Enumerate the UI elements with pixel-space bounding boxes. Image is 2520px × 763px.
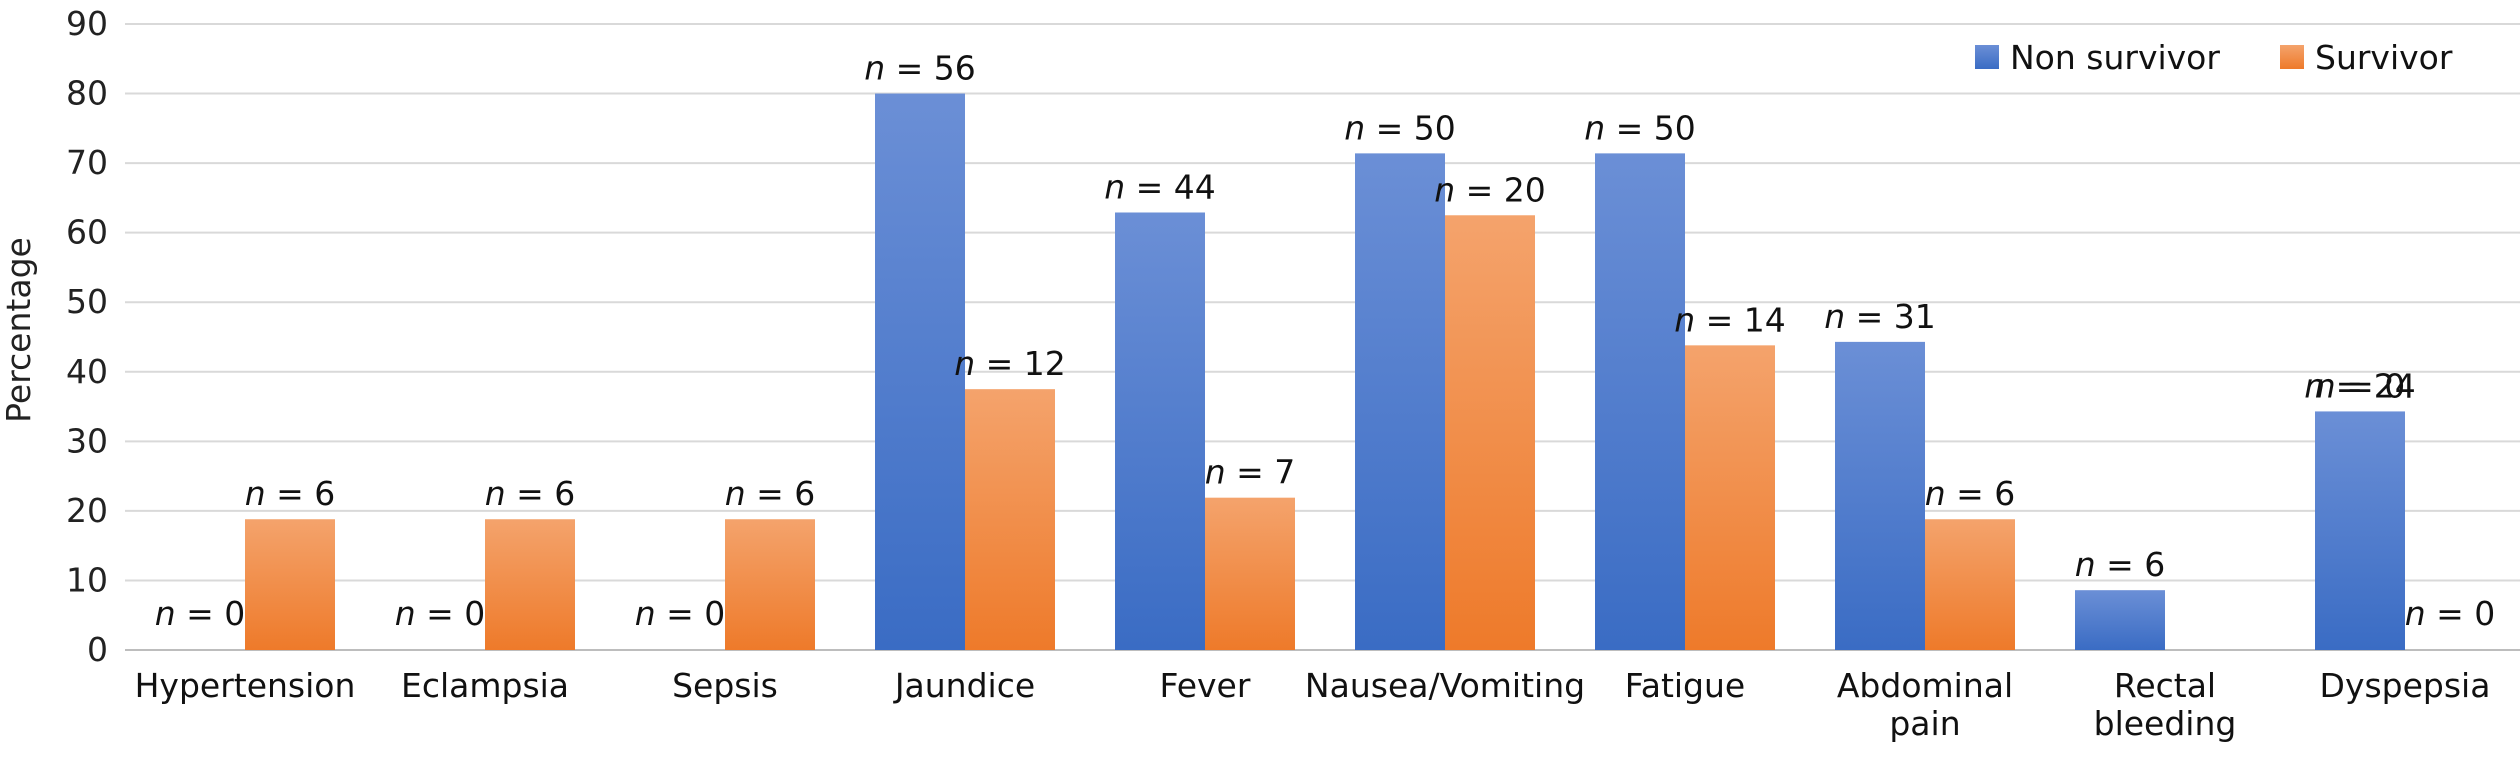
data-label-non-survivor: n = 56 [864, 49, 976, 88]
bars [245, 93, 2405, 651]
bar-survivor [1205, 497, 1295, 650]
x-axis-categories: Hypertension Eclampsia Sepsis Jaundice Fever… [135, 666, 2491, 743]
data-label-survivor: n = 20 [1434, 170, 1546, 209]
bar-non-survivor [1115, 212, 1205, 651]
legend-swatch-survivor [2280, 45, 2304, 69]
data-label-non-survivor: n = 50 [1344, 108, 1456, 147]
y-tick-label: 80 [66, 74, 108, 113]
bar-survivor [965, 389, 1055, 650]
y-tick-label: 10 [66, 560, 108, 599]
data-label-survivor: n = 0 [2405, 594, 2496, 633]
x-tick-label: Jaundice [893, 666, 1035, 705]
bar-survivor [1445, 215, 1535, 650]
legend-swatch-non-survivor [1975, 45, 1999, 69]
data-label-survivor: n = 12 [954, 344, 1066, 383]
bar-survivor [245, 519, 335, 650]
bar-survivor [485, 519, 575, 650]
bar-survivor [1685, 345, 1775, 650]
data-label-survivor: n = 6 [485, 474, 576, 513]
x-tick-label: Eclampsia [401, 666, 569, 705]
bar-non-survivor [2315, 411, 2405, 650]
y-tick-label: 50 [66, 282, 108, 321]
y-tick-label: 40 [66, 352, 108, 391]
x-tick-label: Abdominal pain [1837, 666, 2013, 743]
data-label-non-survivor: n = 50 [1584, 108, 1696, 147]
x-tick-label: Rectal bleeding [2094, 666, 2237, 743]
data-label-survivor: n = 6 [725, 474, 816, 513]
x-tick-label: Fatigue [1625, 666, 1745, 705]
x-tick-label: Fever [1160, 666, 1251, 705]
data-label-non-survivor: n = 31 [1824, 297, 1936, 336]
bar-non-survivor [875, 93, 965, 651]
data-label-non-survivor: n = 0 [155, 594, 246, 633]
y-tick-label: 70 [66, 143, 108, 182]
x-tick-label: Hypertension [135, 666, 356, 705]
y-tick-label: 60 [66, 213, 108, 252]
data-label-survivor: n = 14 [1674, 300, 1786, 339]
bar-survivor [1925, 519, 2015, 650]
legend-label-survivor: Survivor [2315, 38, 2453, 77]
legend: Non survivor Survivor [1975, 38, 2453, 77]
bar-non-survivor [1355, 153, 1445, 650]
x-tick-label: Nausea/Vomiting [1305, 666, 1585, 705]
y-tick-label: 90 [66, 4, 108, 43]
x-tick-label: Sepsis [672, 666, 778, 705]
data-label-survivor: n = 7 [1205, 453, 1296, 492]
y-tick-label: 20 [66, 491, 108, 530]
data-label-non-survivor: n = 44 [1104, 167, 1216, 206]
data-label-non-survivor: n = 0 [395, 594, 486, 633]
y-tick-label: 30 [66, 421, 108, 460]
data-label-non-survivor: n = 0 [635, 594, 726, 633]
data-label-survivor: n = 6 [1925, 474, 2016, 513]
data-labels: n = 0 n = 6 n = 0 n = 6 n = 0 n = 6 n = 56 n = … [155, 49, 2496, 633]
y-axis-label: Percentage [0, 237, 38, 423]
data-label-survivor: n = 6 [245, 474, 336, 513]
y-tick-label: 0 [87, 630, 108, 669]
data-label-non-survivor: n = 0 [2315, 366, 2406, 405]
data-label-non-survivor: n = 24 [2304, 366, 2416, 405]
data-label-non-survivor: n = 6 [2075, 545, 2166, 584]
bar-non-survivor [1835, 341, 1925, 650]
bar-non-survivor [2075, 590, 2165, 650]
legend-label-non-survivor: Non survivor [2010, 38, 2220, 77]
x-tick-label: Dyspepsia [2320, 666, 2491, 705]
bar-non-survivor [1595, 153, 1685, 650]
y-axis-ticks: 0 10 20 30 40 50 60 70 80 90 [66, 4, 108, 669]
bar-survivor [725, 519, 815, 650]
